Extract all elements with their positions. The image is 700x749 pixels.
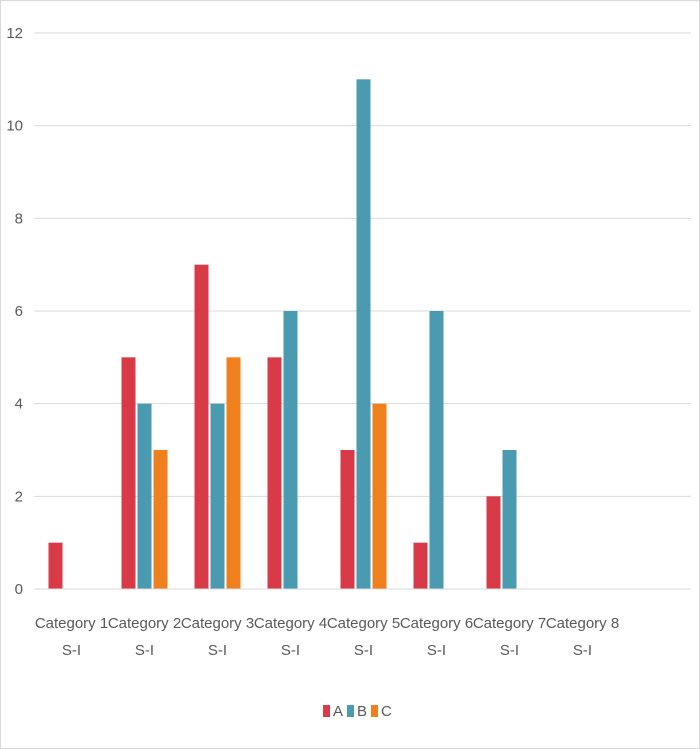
category-sublabel: S-I: [354, 642, 373, 659]
bar-A-cat3: [194, 264, 209, 589]
y-axis-ticks: 0 2 4 6 8 10 12: [6, 25, 23, 598]
y-tick-label: 6: [15, 303, 23, 320]
bar-A-cat6: [413, 542, 428, 589]
legend-swatch-C: [371, 705, 378, 717]
legend-swatch-A: [323, 705, 330, 717]
y-tick-label: 4: [15, 396, 23, 413]
category-sublabel: S-I: [135, 642, 154, 659]
category-sublabel: S-I: [573, 642, 592, 659]
bar-A-cat7: [486, 496, 501, 589]
category-sublabel: S-I: [500, 642, 519, 659]
category-label: Category 1: [35, 615, 108, 632]
bar-A-cat5: [340, 450, 355, 589]
legend-label-C: C: [381, 703, 392, 720]
category-label: Category 7: [473, 615, 546, 632]
y-tick-label: 2: [15, 488, 23, 505]
bar-A-cat4: [267, 357, 282, 589]
y-tick-label: 0: [15, 581, 23, 598]
category-sublabel: S-I: [208, 642, 227, 659]
bar-C-cat2: [153, 450, 168, 589]
legend-swatch-B: [347, 705, 354, 717]
y-tick-label: 8: [15, 210, 23, 227]
bar-A-cat2: [121, 357, 136, 589]
bar-B-cat7: [502, 450, 517, 589]
category-sublabel: S-I: [62, 642, 81, 659]
y-tick-label: 10: [6, 118, 23, 135]
bar-B-cat2: [137, 403, 152, 589]
category-label: Category 3: [181, 615, 254, 632]
category-sublabel: S-I: [281, 642, 300, 659]
bar-B-cat5: [356, 79, 371, 589]
bar-C-cat5: [372, 403, 387, 589]
category-label: Category 2: [108, 615, 181, 632]
category-label: Category 8: [546, 615, 619, 632]
bars: [48, 79, 517, 589]
category-label: Category 5: [327, 615, 400, 632]
category-label: Category 6: [400, 615, 473, 632]
y-tick-label: 12: [6, 25, 23, 42]
legend-label-A: A: [333, 703, 343, 720]
bar-B-cat4: [283, 311, 298, 589]
bar-B-cat3: [210, 403, 225, 589]
x-axis-categories: Category 1 S-I Category 2 S-I Category 3 S-I C…: [35, 615, 619, 659]
legend-label-B: B: [357, 703, 367, 720]
bar-B-cat6: [429, 311, 444, 589]
bar-C-cat3: [226, 357, 241, 589]
category-sublabel: S-I: [427, 642, 446, 659]
bar-A-cat1: [48, 542, 63, 589]
category-label: Category 4: [254, 615, 327, 632]
